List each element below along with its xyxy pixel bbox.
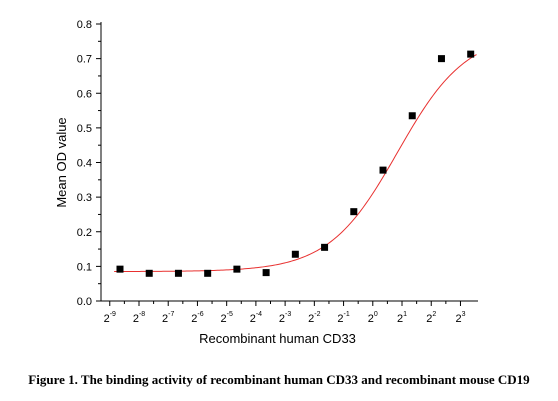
chart: 0.0 0.1 0.2 0.3 0.4 0.5 0.6 0.7 0.8 2-9 2-8 2-7 2-6… xyxy=(54,19,478,346)
y-tick-label: 0.7 xyxy=(77,54,92,66)
x-tick-label: 2-6 xyxy=(191,311,203,325)
y-tick-label: 0.5 xyxy=(77,123,92,135)
y-tick-label: 0.8 xyxy=(77,19,92,31)
data-point xyxy=(467,50,475,58)
y-tick-label: 0.4 xyxy=(77,158,92,170)
data-point xyxy=(204,269,212,277)
y-axis-ticks: 0.0 0.1 0.2 0.3 0.4 0.5 0.6 0.7 0.8 xyxy=(77,19,101,308)
data-point xyxy=(174,269,182,277)
x-tick-label: 2-4 xyxy=(250,311,262,325)
data-point xyxy=(408,112,416,120)
y-tick-label: 0.6 xyxy=(77,88,92,100)
x-tick-label: 2-7 xyxy=(162,311,174,325)
x-axis-title: Recombinant human CD33 xyxy=(199,331,356,346)
x-tick-label: 2-9 xyxy=(104,311,116,325)
data-point xyxy=(437,55,445,63)
x-tick-label: 21 xyxy=(397,311,407,325)
data-points xyxy=(116,50,475,277)
figure-caption: Figure 1. The binding activity of recomb… xyxy=(28,372,530,387)
x-tick-label: 22 xyxy=(426,311,436,325)
plot-area: 0.0 0.1 0.2 0.3 0.4 0.5 0.6 0.7 0.8 2-9 2-8 2-7 2-6… xyxy=(77,19,478,325)
data-point xyxy=(233,265,241,273)
y-axis-title: Mean OD value xyxy=(54,117,69,207)
x-axis-ticks: 2-9 2-8 2-7 2-6 2-5 2-4 2-3 2-2 2-1 20 21 22 23 xyxy=(104,301,466,325)
x-tick-label: 2-1 xyxy=(337,311,349,325)
data-point xyxy=(350,208,358,216)
data-point xyxy=(379,166,387,174)
x-tick-label: 2-5 xyxy=(220,311,232,325)
y-tick-label: 0.3 xyxy=(77,192,92,204)
data-point xyxy=(262,269,270,277)
fit-curve-line xyxy=(114,54,477,273)
x-tick-label: 23 xyxy=(455,311,465,325)
y-tick-label: 0.2 xyxy=(77,227,92,239)
data-point xyxy=(321,243,329,251)
x-tick-label: 20 xyxy=(368,311,378,325)
data-point xyxy=(291,250,299,258)
y-tick-label: 0.1 xyxy=(77,261,92,273)
x-tick-label: 2-8 xyxy=(133,311,145,325)
data-point xyxy=(145,269,153,277)
data-point xyxy=(116,265,124,273)
y-tick-label: 0.0 xyxy=(77,296,92,308)
x-tick-label: 2-2 xyxy=(308,311,320,325)
x-tick-label: 2-3 xyxy=(279,311,291,325)
